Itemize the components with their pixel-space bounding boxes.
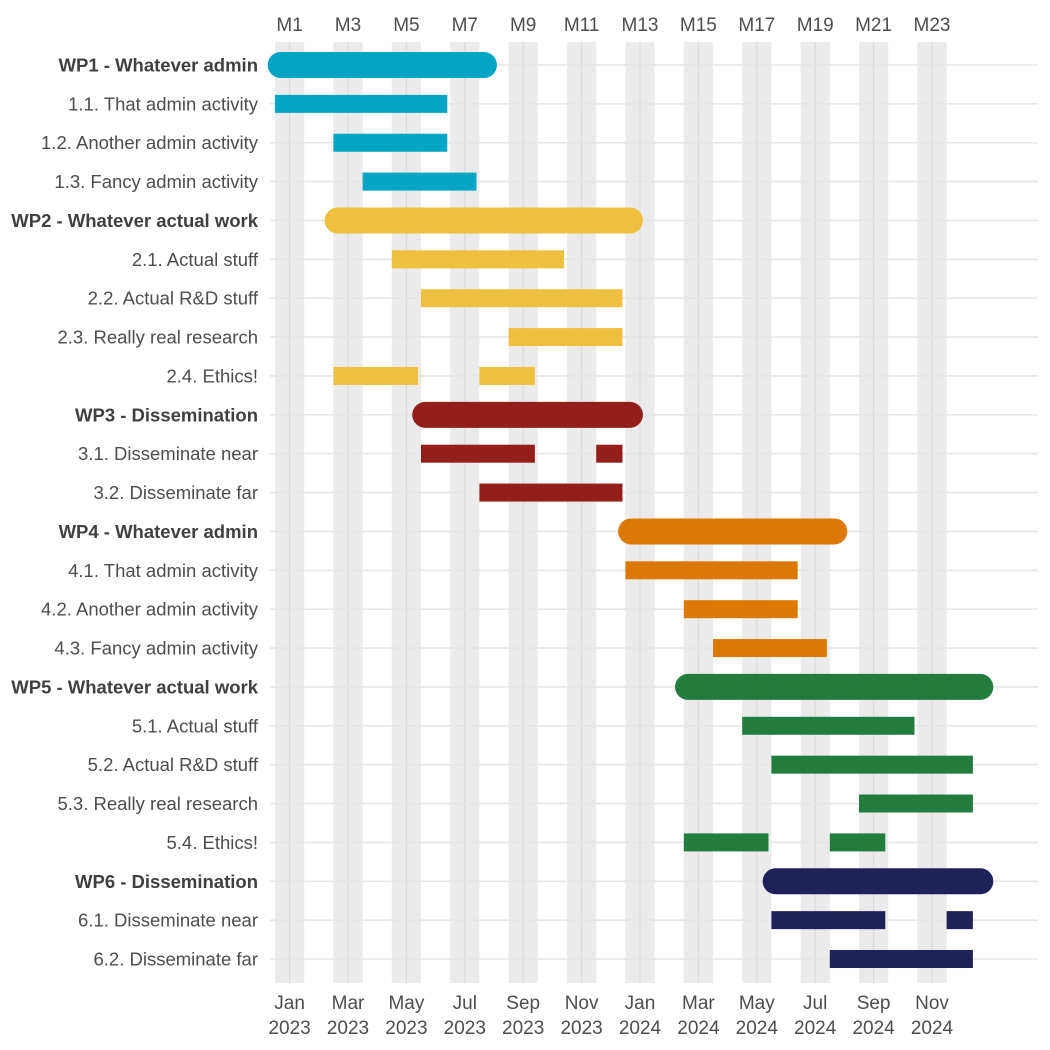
task-label: 5.2. Actual R&D stuff bbox=[88, 754, 259, 775]
task-bar bbox=[771, 911, 886, 930]
task-bar bbox=[421, 289, 623, 308]
workpackage-bar bbox=[675, 673, 994, 700]
bottom-tick-year: 2023 bbox=[385, 1018, 427, 1039]
task-bar bbox=[829, 950, 973, 969]
bottom-tick-year: 2023 bbox=[560, 1018, 602, 1039]
bottom-tick-year: 2024 bbox=[619, 1018, 662, 1039]
bottom-tick-month: Jul bbox=[453, 993, 477, 1014]
bottom-tick-year: 2024 bbox=[794, 1018, 837, 1039]
task-bar bbox=[333, 133, 448, 152]
top-tick-label: M9 bbox=[510, 15, 536, 36]
bottom-tick-year: 2024 bbox=[677, 1018, 720, 1039]
task-bar bbox=[829, 833, 886, 852]
workpackage-bar bbox=[412, 401, 643, 428]
top-tick-label: M1 bbox=[276, 15, 302, 36]
task-bar bbox=[275, 94, 448, 113]
task-label: 1.2. Another admin activity bbox=[41, 132, 259, 153]
bottom-tick-month: Nov bbox=[565, 993, 599, 1014]
task-label: 5.3. Really real research bbox=[57, 793, 258, 814]
bottom-tick-month: Jan bbox=[625, 993, 656, 1014]
task-label: 2.2. Actual R&D stuff bbox=[88, 288, 259, 309]
task-label: 5.4. Ethics! bbox=[166, 832, 258, 853]
task-bar bbox=[333, 366, 419, 385]
bottom-tick-month: May bbox=[388, 993, 424, 1014]
top-axis-ticks: M1 M3 M5 M7 M9 M11 M13 M15 M17 M19 M21 M23 bbox=[276, 15, 950, 36]
bottom-axis-ticks: Jan 2023 Mar 2023 May 2023 Jul 2023 Sep 2023 Nov 20… bbox=[268, 993, 953, 1039]
top-tick-label: M23 bbox=[914, 15, 951, 36]
task-bar bbox=[859, 794, 973, 813]
task-label: 1.1. That admin activity bbox=[68, 93, 259, 114]
bottom-tick-year: 2024 bbox=[911, 1018, 954, 1039]
task-bar bbox=[683, 600, 798, 619]
task-bar bbox=[362, 172, 477, 191]
top-tick-label: M5 bbox=[393, 15, 419, 36]
vertical-gridlines bbox=[289, 42, 933, 983]
top-tick-label: M21 bbox=[855, 15, 892, 36]
workpackage-label: WP5 - Whatever actual work bbox=[11, 676, 258, 697]
workpackage-bar bbox=[324, 207, 643, 234]
task-label: 6.2. Disseminate far bbox=[93, 949, 258, 970]
task-label: 5.1. Actual stuff bbox=[132, 715, 259, 736]
workpackage-label: WP6 - Dissemination bbox=[75, 871, 258, 892]
task-label: 3.1. Disseminate near bbox=[78, 443, 258, 464]
task-label: 4.2. Another admin activity bbox=[41, 599, 259, 620]
bottom-tick-month: Mar bbox=[332, 993, 365, 1014]
task-label: 6.1. Disseminate near bbox=[78, 910, 258, 931]
workpackage-bar bbox=[267, 52, 497, 78]
task-label: 4.1. That admin activity bbox=[68, 560, 259, 581]
task-bar bbox=[771, 755, 973, 774]
task-label: 2.1. Actual stuff bbox=[132, 249, 259, 270]
task-label: 4.3. Fancy admin activity bbox=[54, 638, 258, 659]
bottom-tick-month: May bbox=[739, 993, 775, 1014]
bottom-tick-year: 2023 bbox=[444, 1018, 486, 1039]
workpackage-bar bbox=[618, 518, 848, 545]
workpackage-label: WP1 - Whatever admin bbox=[59, 55, 258, 76]
task-bar bbox=[946, 911, 973, 930]
bottom-tick-year: 2023 bbox=[502, 1018, 544, 1039]
workpackage-label: WP4 - Whatever admin bbox=[59, 521, 258, 542]
row-labels: WP1 - Whatever admin 1.1. That admin acti… bbox=[11, 55, 259, 970]
bottom-tick-year: 2024 bbox=[852, 1018, 895, 1039]
task-label: 1.3. Fancy admin activity bbox=[54, 171, 258, 192]
bottom-tick-month: Jul bbox=[803, 993, 827, 1014]
task-bar bbox=[508, 328, 623, 347]
top-tick-label: M13 bbox=[622, 15, 659, 36]
bottom-tick-month: Sep bbox=[857, 993, 891, 1014]
task-bar bbox=[625, 561, 798, 580]
top-tick-label: M15 bbox=[680, 15, 717, 36]
bars bbox=[267, 52, 994, 969]
task-bar bbox=[479, 483, 623, 502]
task-bar bbox=[391, 250, 565, 269]
bottom-tick-year: 2023 bbox=[268, 1018, 310, 1039]
workpackage-bar bbox=[762, 868, 994, 895]
bottom-tick-year: 2024 bbox=[736, 1018, 779, 1039]
bottom-tick-month: Mar bbox=[682, 993, 715, 1014]
task-bar bbox=[421, 444, 535, 463]
bottom-tick-month: Jan bbox=[274, 993, 305, 1014]
task-label: 3.2. Disseminate far bbox=[93, 482, 258, 503]
bottom-tick-month: Sep bbox=[506, 993, 540, 1014]
top-tick-label: M11 bbox=[564, 15, 600, 36]
top-tick-label: M17 bbox=[738, 15, 775, 36]
top-tick-label: M7 bbox=[452, 15, 478, 36]
workpackage-label: WP3 - Dissemination bbox=[75, 404, 258, 425]
top-tick-label: M19 bbox=[797, 15, 834, 36]
task-bar bbox=[596, 444, 623, 463]
workpackage-label: WP2 - Whatever actual work bbox=[11, 210, 258, 231]
task-bar bbox=[683, 833, 769, 852]
task-bar bbox=[742, 716, 915, 735]
task-bar bbox=[713, 639, 827, 658]
top-tick-label: M3 bbox=[335, 15, 361, 36]
task-label: 2.3. Really real research bbox=[57, 327, 258, 348]
bottom-tick-year: 2023 bbox=[327, 1018, 369, 1039]
task-bar bbox=[479, 366, 535, 385]
bottom-tick-month: Nov bbox=[915, 993, 949, 1014]
task-label: 2.4. Ethics! bbox=[166, 365, 258, 386]
